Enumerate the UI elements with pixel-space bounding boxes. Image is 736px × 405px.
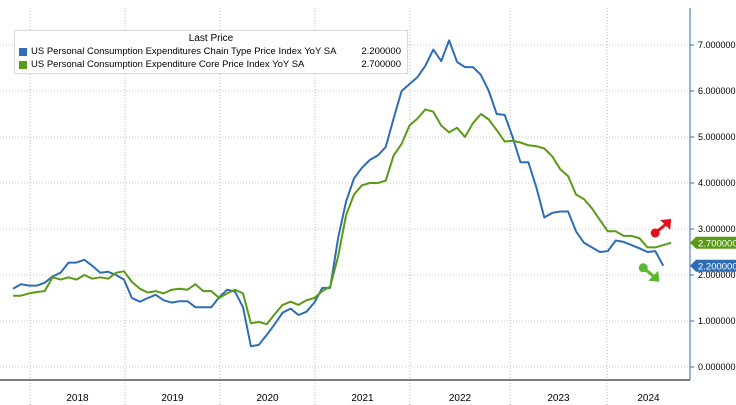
y-axis: 0.000000 1.000000 2.000000 3.000000 4.000000… bbox=[689, 8, 736, 380]
y-tick-label: 1.000000 bbox=[698, 316, 736, 326]
y-tick-label: 2.000000 bbox=[698, 270, 736, 280]
y-tick-label: 7.000000 bbox=[698, 40, 736, 50]
x-tick-label: 2022 bbox=[449, 393, 472, 404]
x-tick-label: 2024 bbox=[637, 393, 660, 404]
arrow-up-icon bbox=[650, 219, 672, 238]
x-tick-label: 2020 bbox=[256, 393, 279, 404]
legend-value-headline: 2.200000 bbox=[361, 46, 401, 57]
arrow-down-icon bbox=[638, 263, 660, 282]
last-value-tag-headline bbox=[690, 259, 736, 272]
legend-entry-core-pce: US Personal Consumption Expenditure Core… bbox=[19, 59, 403, 71]
legend-header: Last Price bbox=[188, 33, 234, 44]
last-value-tag-core bbox=[690, 236, 736, 249]
series-lines bbox=[12, 39, 672, 348]
y-tick-label: 4.000000 bbox=[698, 178, 736, 188]
last-value-text-headline: 2.200000 bbox=[698, 261, 736, 272]
legend-label-core: US Personal Consumption Expenditure Core… bbox=[31, 59, 305, 70]
y-tick-label: 3.000000 bbox=[698, 224, 736, 234]
legend-entry-headline-pce: US Personal Consumption Expenditures Cha… bbox=[19, 46, 403, 58]
series-line-headline-pce bbox=[12, 39, 665, 348]
y-tick-label: 0.000000 bbox=[698, 362, 736, 372]
x-axis-year-dividers bbox=[29, 8, 608, 405]
legend-swatch-headline bbox=[19, 48, 27, 56]
x-tick-label: 2018 bbox=[66, 393, 89, 404]
y-tick-label: 6.000000 bbox=[698, 86, 736, 96]
series-line-core-pce bbox=[13, 108, 672, 326]
last-value-text-core: 2.700000 bbox=[698, 238, 736, 249]
y-tick-label: 5.000000 bbox=[698, 132, 736, 142]
x-tick-label: 2021 bbox=[351, 393, 374, 404]
legend-value-core: 2.700000 bbox=[361, 59, 401, 70]
legend-label-headline: US Personal Consumption Expenditures Cha… bbox=[31, 46, 337, 57]
legend-swatch-core bbox=[19, 61, 27, 69]
x-tick-label: 2023 bbox=[547, 393, 570, 404]
x-tick-label: 2019 bbox=[161, 393, 184, 404]
last-value-markers: 2.200000 2.700000 bbox=[638, 219, 736, 282]
x-axis: 2018 2019 2020 2021 2022 2023 2024 bbox=[0, 379, 690, 404]
legend: Last Price US Personal Consumption Expen… bbox=[14, 30, 408, 74]
